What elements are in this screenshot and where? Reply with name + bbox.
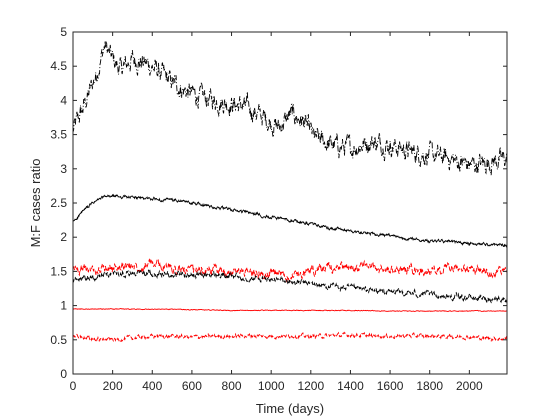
x-tick-label: 1600 xyxy=(377,379,404,393)
y-tick-label: 0.5 xyxy=(50,333,67,347)
y-tick-label: 2.5 xyxy=(50,196,67,210)
y-tick-label: 3.5 xyxy=(50,128,67,142)
y-tick-label: 2 xyxy=(60,230,67,244)
x-tick-label: 200 xyxy=(103,379,123,393)
series-line-4 xyxy=(72,269,508,304)
x-tick-label: 1800 xyxy=(416,379,443,393)
series-line-6 xyxy=(72,331,508,343)
y-tick-label: 4.5 xyxy=(50,59,67,73)
x-axis-title: Time (days) xyxy=(256,401,324,416)
y-tick-label: 1.5 xyxy=(50,264,67,278)
x-tick-label: 1000 xyxy=(258,379,285,393)
x-tick-label: 1400 xyxy=(337,379,364,393)
x-tick-label: 400 xyxy=(142,379,162,393)
y-axis: 0 0.5 1 1.5 2 2.5 3 3.5 4 4.5 5 xyxy=(50,25,507,381)
series-line-5 xyxy=(72,308,508,313)
x-axis: 0 200 400 600 800 1000 1200 1400 1600 1800 2000 xyxy=(70,32,483,393)
plot-background xyxy=(73,32,507,374)
y-tick-label: 4 xyxy=(60,93,67,107)
x-tick-label: 1200 xyxy=(297,379,324,393)
series-line-3 xyxy=(72,258,508,283)
y-tick-label: 1 xyxy=(60,299,67,313)
x-tick-label: 600 xyxy=(182,379,202,393)
y-tick-label: 5 xyxy=(60,25,67,39)
series-layer xyxy=(72,40,508,343)
series-line-2 xyxy=(72,193,508,248)
y-tick-label: 3 xyxy=(60,162,67,176)
x-tick-label: 800 xyxy=(222,379,242,393)
x-tick-label: 0 xyxy=(70,379,77,393)
y-tick-label: 0 xyxy=(60,367,67,381)
series-line-1 xyxy=(72,40,508,176)
y-axis-title: M:F cases ratio xyxy=(28,159,43,248)
x-tick-label: 2000 xyxy=(456,379,483,393)
